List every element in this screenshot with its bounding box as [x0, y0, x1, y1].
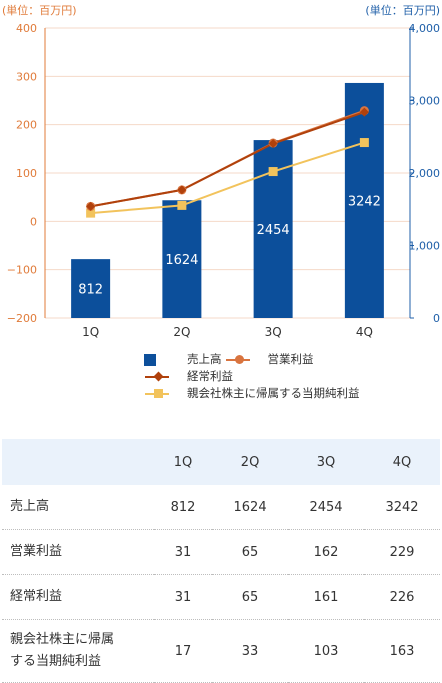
point-net	[86, 208, 96, 218]
legend-row-1: 売上高 営業利益	[143, 351, 360, 368]
table-header-4q: 4Q	[364, 439, 440, 485]
right-axis-tick-label: 1,000	[409, 240, 441, 253]
bar-data-label: 812	[78, 283, 103, 298]
right-axis-tick-label: 4,000	[409, 22, 441, 35]
row-label-net-income-line-2: する当期純利益	[10, 654, 102, 669]
table-header-row: 1Q 2Q 3Q 4Q	[2, 439, 440, 485]
bar-sales	[71, 259, 111, 318]
legend-operating-symbol	[224, 353, 264, 367]
table-cell: 33	[212, 619, 289, 683]
table-header-2q: 2Q	[212, 439, 289, 485]
table-cell: 163	[364, 619, 440, 683]
legend-operating-label: 営業利益	[267, 352, 314, 366]
table-cell: 161	[288, 574, 365, 620]
legend-row-2: 経常利益	[143, 368, 360, 385]
left-axis-tick-label: 200	[16, 119, 37, 132]
left-axis-tick-label: 100	[16, 167, 37, 180]
table-cell: 162	[288, 529, 365, 575]
table-cell: 31	[154, 529, 213, 575]
legend-sales-label: 売上高	[187, 352, 222, 366]
left-axis-unit-label: (単位：百万円)	[2, 4, 77, 17]
bar-data-label: 2454	[257, 223, 290, 238]
line-ordinary	[90, 111, 365, 208]
legend-operating-circle-icon	[234, 354, 244, 364]
point-ordinary	[268, 139, 278, 149]
table-row: 売上高 812 1624 2454 3242	[2, 485, 440, 530]
legend-net-square-icon	[154, 388, 163, 398]
row-label-net-income-line-1: 親会社株主に帰属	[10, 632, 115, 647]
legend-ordinary-diamond-icon	[153, 371, 164, 381]
bar-sales	[162, 200, 202, 318]
table-cell: 1624	[212, 485, 289, 530]
bar-data-label: 3242	[348, 194, 381, 209]
table-cell: 2454	[288, 485, 365, 530]
left-axis-tick-label: 300	[16, 70, 37, 83]
x-axis-tick-label: 1Q	[82, 325, 99, 339]
legend-row-3: 親会社株主に帰属する当期純利益	[143, 385, 360, 402]
x-axis-tick-label: 2Q	[173, 325, 190, 339]
x-axis-tick-label: 4Q	[356, 325, 373, 339]
table-cell: 103	[288, 619, 365, 683]
row-label-operating: 営業利益	[2, 529, 154, 575]
right-axis-tick-label: 3,000	[409, 95, 441, 108]
row-label-net-income: 親会社株主に帰属 する当期純利益	[2, 619, 154, 683]
right-axis-tick-label: 2,000	[409, 167, 441, 180]
table-cell: 65	[212, 574, 289, 620]
x-axis-tick-label: 3Q	[265, 325, 282, 339]
point-ordinary	[359, 107, 369, 117]
legend-net-symbol	[143, 387, 183, 401]
table-cell: 229	[364, 529, 440, 575]
point-ordinary	[177, 185, 187, 195]
results-table: 1Q 2Q 3Q 4Q 売上高 812 1624 2454 3242 営業利益 …	[2, 439, 440, 683]
bar-data-label: 1624	[165, 253, 198, 268]
row-label-ordinary: 経常利益	[2, 574, 154, 620]
point-net	[268, 167, 278, 177]
combo-chart: 400 300 200 100 0 −100 −200 4,000 3,000 2,000 1,00…	[7, 22, 441, 339]
right-axis-tick-label: 0	[433, 312, 440, 325]
point-net	[359, 138, 369, 148]
results-table-wrapper: 1Q 2Q 3Q 4Q 売上高 812 1624 2454 3242 営業利益 …	[2, 439, 440, 683]
table-header-blank	[2, 439, 154, 485]
table-row: 営業利益 31 65 162 229	[2, 529, 440, 575]
row-label-sales: 売上高	[2, 485, 154, 530]
table-header-3q: 3Q	[288, 439, 365, 485]
table-cell: 226	[364, 574, 440, 620]
left-axis-tick-label: 400	[16, 22, 37, 35]
chart-legend: 売上高 営業利益 経常利益 親会社株主に帰属する当期純利益	[143, 351, 360, 402]
legend-net-label: 親会社株主に帰属する当期純利益	[187, 386, 360, 400]
left-axis-tick-label: 0	[30, 215, 37, 228]
right-axis-unit-label: (単位：百万円)	[365, 4, 440, 17]
legend-ordinary-symbol	[143, 370, 183, 384]
legend-ordinary-label: 経常利益	[187, 369, 233, 383]
point-net	[177, 200, 187, 210]
table-cell: 31	[154, 574, 213, 620]
legend-sales-symbol	[143, 353, 183, 367]
legend-sales-swatch-icon	[144, 353, 156, 366]
table-cell: 17	[154, 619, 213, 683]
table-cell: 812	[154, 485, 213, 530]
table-row: 経常利益 31 65 161 226	[2, 574, 440, 620]
left-axis-tick-label: −100	[7, 264, 37, 277]
table-cell: 3242	[364, 485, 440, 530]
line-net	[90, 141, 365, 215]
bar-sales	[344, 82, 384, 318]
table-row: 親会社株主に帰属 する当期純利益 17 33 103 163	[2, 619, 440, 683]
left-axis-tick-label: −200	[7, 312, 37, 325]
point-ordinary	[86, 201, 96, 211]
table-header-1q: 1Q	[154, 439, 213, 485]
table-cell: 65	[212, 529, 289, 575]
